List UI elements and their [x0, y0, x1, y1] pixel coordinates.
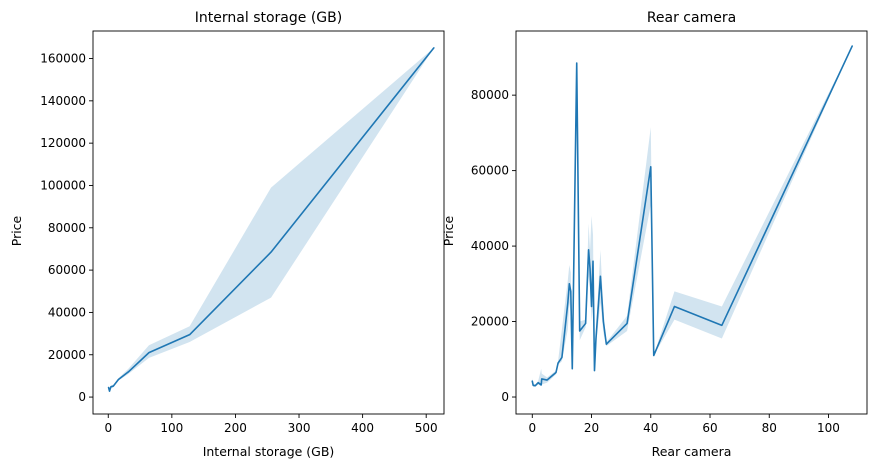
y-tick-label: 80000: [48, 221, 86, 235]
y-tick-label: 120000: [40, 136, 86, 150]
y-tick-label: 60000: [48, 263, 86, 277]
y-tick-label: 160000: [40, 52, 86, 66]
x-tick-label: 0: [104, 421, 112, 435]
x-tick-label: 300: [288, 421, 311, 435]
x-tick-label: 40: [643, 421, 658, 435]
x-tick-label: 60: [702, 421, 717, 435]
y-tick-label: 40000: [471, 239, 509, 253]
x-axis-label: Rear camera: [652, 444, 732, 459]
y-tick-label: 80000: [471, 88, 509, 102]
y-tick-label: 60000: [471, 164, 509, 178]
x-axis-label: Internal storage (GB): [203, 444, 335, 459]
y-tick-label: 0: [78, 390, 86, 404]
x-tick-label: 200: [224, 421, 247, 435]
x-tick-label: 400: [351, 421, 374, 435]
x-tick-label: 100: [817, 421, 840, 435]
y-tick-label: 100000: [40, 178, 86, 192]
chart-title: Internal storage (GB): [195, 10, 342, 26]
confidence-band: [532, 46, 853, 387]
y-axis-label: Price: [441, 215, 456, 246]
x-tick-label: 500: [415, 421, 438, 435]
y-tick-label: 0: [501, 390, 509, 404]
confidence-band: [108, 47, 434, 393]
y-axis-label: Price: [9, 215, 24, 246]
plot-frame: [92, 30, 445, 415]
y-tick-label: 40000: [48, 305, 86, 319]
x-tick-label: 0: [528, 421, 536, 435]
plot-frame: [515, 30, 868, 415]
chart-title: Rear camera: [647, 10, 736, 26]
y-tick-label: 20000: [471, 315, 509, 329]
chart-internal-storage: Internal storage (GB) Internal storage (…: [9, 10, 445, 459]
series-line: [107, 47, 435, 392]
x-tick-label: 100: [160, 421, 183, 435]
x-tick-label: 80: [762, 421, 777, 435]
y-tick-label: 140000: [40, 94, 86, 108]
chart-rear-camera: Rear camera Rear camera Price 0 20 40 60 80 1…: [441, 10, 868, 459]
series-line: [531, 45, 853, 387]
x-tick-label: 20: [584, 421, 599, 435]
y-tick-label: 20000: [48, 348, 86, 362]
